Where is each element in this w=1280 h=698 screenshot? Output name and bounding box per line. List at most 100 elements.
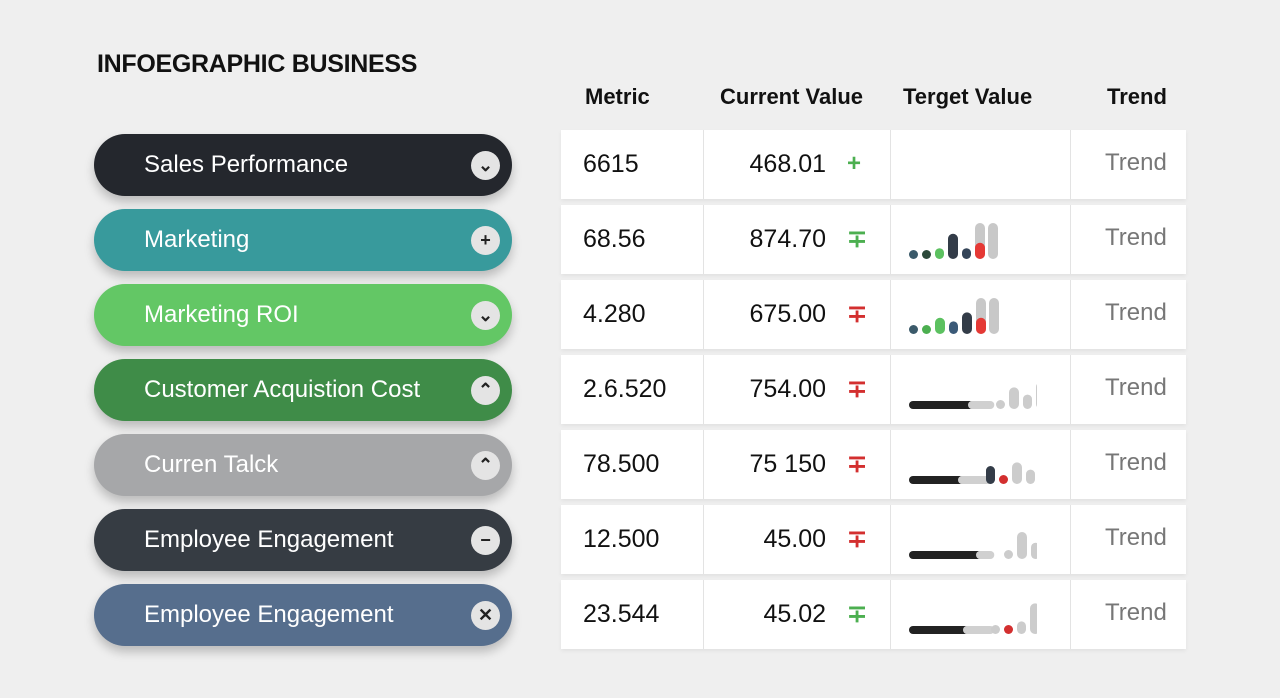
metric-value: 6615 [583,150,639,178]
column-divider [890,505,891,574]
sparkline-mark [909,476,964,484]
category-label: Sales Performance [144,151,349,178]
sparkline-mark [922,250,931,259]
column-divider [890,430,891,499]
category-pill[interactable]: Curren Talck ⌃ [94,434,512,496]
sparkline-mark [989,298,999,334]
change-indicator: ∓ [847,376,868,403]
close-icon[interactable]: ✕ [471,601,500,630]
column-divider [703,430,704,499]
chevron-up-icon[interactable]: ⌃ [471,376,500,405]
target-sparkline [909,532,1037,559]
column-divider [1070,205,1071,274]
sparkline-mark [949,321,958,334]
header-trend: Trend [1107,84,1167,109]
trend-link[interactable]: Trend [1105,224,1167,251]
column-divider [703,130,704,199]
sparkline-mark [1004,625,1013,634]
column-divider [703,205,704,274]
sparkline-mark [1026,469,1035,484]
column-divider [703,280,704,349]
trend-link[interactable]: Trend [1105,149,1167,176]
header-target-value: Terget Value [903,84,1033,109]
chevron-down-icon[interactable]: ⌄ [471,151,500,180]
column-divider [890,130,891,199]
target-sparkline [907,140,1037,190]
category-label: Customer Acquistion Cost [144,376,421,403]
current-value: 754.00 [749,375,826,403]
table-row: 4.280 675.00 ∓ Trend [561,280,1186,349]
sparkline-mark [1036,384,1037,407]
chevron-up-icon[interactable]: ⌃ [471,451,500,480]
column-divider [1070,280,1071,349]
category-pill[interactable]: Sales Performance ⌄ [94,134,512,196]
sparkline-mark [948,233,958,259]
change-indicator: ∓ [847,451,868,478]
sparkline-mark [1012,462,1022,484]
sparkline-mark [909,325,918,334]
current-value: 45.00 [763,525,826,553]
category-label: Employee Engagement [144,601,394,628]
sparkline-mark [1031,542,1037,559]
current-value: 874.70 [749,225,826,253]
column-divider [703,355,704,424]
table-row: 23.544 45.02 ∓ Trend [561,580,1186,649]
trend-link[interactable]: Trend [1105,374,1167,401]
metric-value: 78.500 [583,450,660,478]
category-label: Marketing [144,226,250,253]
table-row: 78.500 75 150 ∓ Trend [561,430,1186,499]
sparkline-mark [935,248,944,259]
header-current-value: Current Value [720,84,864,109]
trend-link[interactable]: Trend [1105,599,1167,626]
sparkline-mark [935,317,945,334]
table-row: 6615 468.01 + Trend [561,130,1186,199]
plus-icon[interactable]: + [471,226,500,255]
page-title: INFOEGRAPHIC BUSINESS [97,50,418,78]
trend-link[interactable]: Trend [1105,449,1167,476]
sparkline-mark [976,317,986,334]
sparkline-mark [1017,621,1026,634]
current-value: 675.00 [749,300,826,328]
column-divider [890,280,891,349]
sparkline-mark [975,242,985,259]
trend-link[interactable]: Trend [1105,299,1167,326]
sparkline-mark [962,312,972,334]
metric-value: 23.544 [583,600,660,628]
sparkline-mark [1004,550,1013,559]
trend-link[interactable]: Trend [1105,524,1167,551]
metric-value: 68.56 [583,225,646,253]
target-sparkline [909,384,1037,409]
category-pill[interactable]: Customer Acquistion Cost ⌃ [94,359,512,421]
category-label: Marketing ROI [144,301,299,328]
current-value: 75 150 [749,450,826,478]
header-metric: Metric [585,84,650,109]
change-indicator: ∓ [847,601,868,628]
column-divider [890,355,891,424]
sparkline-mark [986,466,995,484]
sparkline-mark [991,625,1000,634]
sparkline-mark [988,223,998,259]
category-pill[interactable]: Marketing + [94,209,512,271]
sparkline-mark [1009,387,1019,409]
change-indicator: ∓ [847,226,868,253]
column-divider [703,505,704,574]
category-pill[interactable]: Marketing ROI ⌄ [94,284,512,346]
target-sparkline [909,603,1037,634]
category-pill[interactable]: Employee Engagement ✕ [94,584,512,646]
sparkline-mark [1023,394,1032,409]
sparkline-mark [996,400,1005,409]
minus-icon[interactable]: − [471,526,500,555]
metric-value: 12.500 [583,525,660,553]
sparkline-mark [976,551,995,559]
column-divider [890,205,891,274]
sparkline-mark [909,401,974,409]
current-value: 468.01 [749,150,826,178]
column-divider [890,580,891,649]
table-row: 2.6.520 754.00 ∓ Trend [561,355,1186,424]
sparkline-mark [909,551,982,559]
chevron-down-icon[interactable]: ⌄ [471,301,500,330]
target-sparkline [909,298,999,334]
category-label: Employee Engagement [144,526,394,553]
current-value: 45.02 [763,600,826,628]
category-pill[interactable]: Employee Engagement − [94,509,512,571]
